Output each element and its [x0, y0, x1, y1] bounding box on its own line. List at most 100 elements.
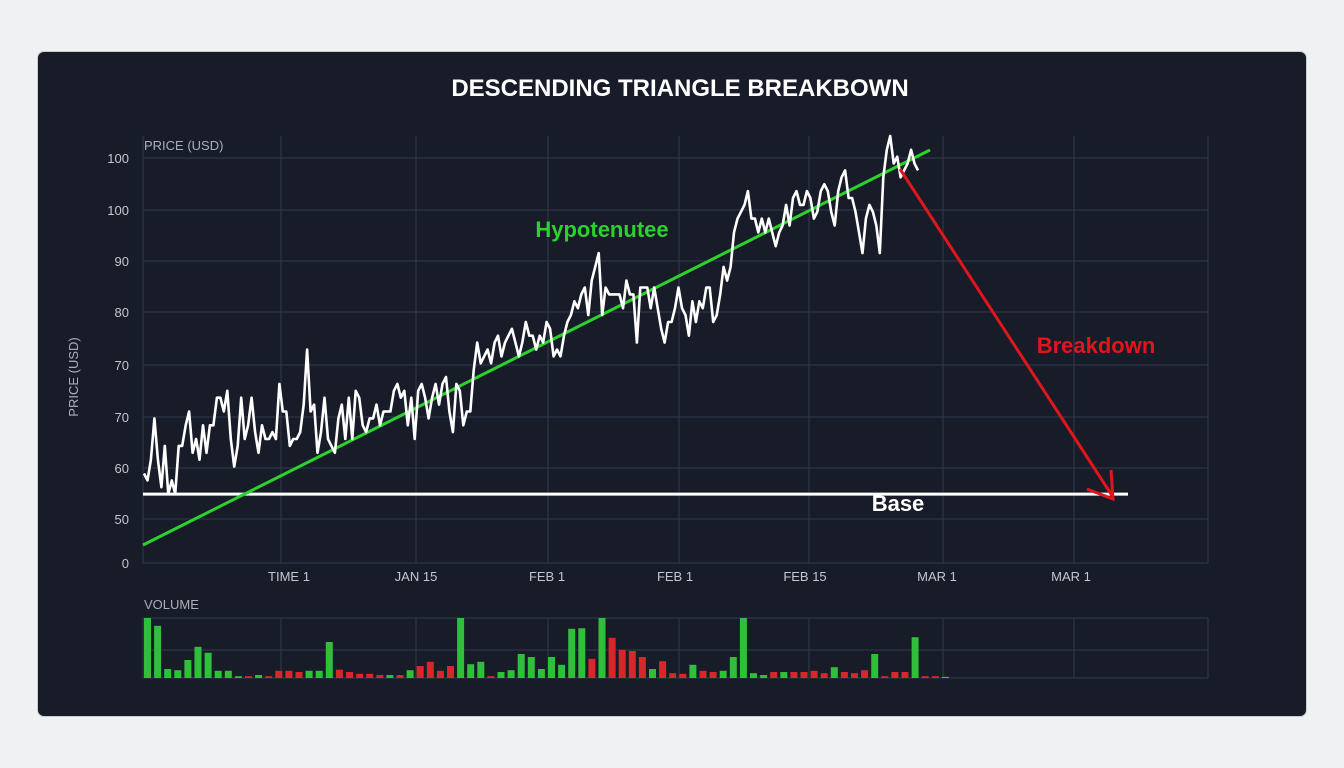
volume-bar	[588, 658, 596, 678]
volume-bar	[406, 670, 414, 678]
hypotenuse-label: Hypotenutee	[535, 217, 668, 242]
breakdown-arrow-line	[898, 168, 1115, 498]
x-tick-label: MAR 1	[917, 569, 957, 584]
volume-bar	[214, 670, 222, 678]
volume-bar	[507, 670, 515, 678]
volume-bar	[770, 672, 778, 678]
volume-bar	[315, 670, 323, 678]
volume-bar	[255, 675, 263, 678]
volume-bar	[295, 672, 303, 678]
volume-bar	[376, 675, 384, 678]
volume-bar	[477, 661, 485, 678]
volume-bar	[638, 657, 646, 678]
volume-bar	[164, 669, 172, 678]
volume-bar	[527, 657, 535, 678]
volume-bar	[750, 673, 757, 678]
volume-bar	[184, 660, 192, 678]
volume-bar	[941, 676, 949, 678]
volume-bar	[709, 672, 717, 678]
x-tick-label: TIME 1	[268, 569, 310, 584]
volume-bar	[628, 651, 636, 678]
volume-bar	[436, 670, 444, 678]
x-tick-label: FEB 1	[529, 569, 565, 584]
volume-bar	[618, 649, 626, 678]
y-tick-label: 0	[122, 556, 129, 571]
y-tick-label: 50	[115, 512, 129, 527]
y-tick-label: 80	[115, 305, 129, 320]
y-axis-top-label: PRICE (USD)	[144, 138, 223, 153]
volume-bar	[457, 618, 465, 678]
price-grid	[142, 136, 1209, 564]
volume-bar	[598, 618, 606, 678]
volume-bar	[497, 672, 505, 678]
volume-bar	[537, 669, 545, 678]
volume-bar	[739, 618, 747, 678]
y-tick-label: 90	[115, 254, 129, 269]
volume-bar	[335, 669, 343, 678]
volume-bar	[416, 666, 424, 678]
volume-bar	[194, 646, 202, 678]
x-tick-label: MAR 1	[1051, 569, 1091, 584]
volume-grid	[142, 617, 1209, 679]
chart-title: DESCENDING TRIANGLE BREAKBOWN	[451, 75, 908, 102]
x-tick-labels: TIME 1 JAN 15 FEB 1 FEB 1 FEB 15 MAR 1 MAR 1	[268, 569, 1091, 584]
x-tick-label: FEB 1	[657, 569, 693, 584]
volume-label: VOLUME	[144, 597, 199, 612]
volume-bar	[447, 666, 454, 678]
volume-bar	[245, 676, 252, 678]
volume-bar	[719, 670, 727, 678]
volume-bar	[558, 664, 566, 678]
volume-bar	[366, 673, 374, 678]
volume-bar	[346, 672, 353, 678]
volume-bar	[810, 670, 818, 678]
volume-bar	[820, 673, 828, 678]
volume-bar	[487, 676, 495, 678]
volume-bar	[679, 673, 687, 678]
y-axis-label: PRICE (USD)	[66, 337, 81, 416]
volume-bar	[224, 670, 232, 678]
volume-bar	[891, 672, 899, 678]
volume-bar	[901, 672, 909, 678]
x-tick-label: JAN 15	[395, 569, 438, 584]
price-line	[142, 134, 920, 496]
volume-bar	[608, 637, 616, 678]
y-tick-label: 100	[107, 151, 129, 166]
chart-panel: DESCENDING TRIANGLE BREAKBOWN PRICE (USD…	[38, 52, 1306, 716]
volume-bar	[760, 675, 768, 678]
volume-bar	[154, 625, 162, 678]
volume-bar	[911, 637, 919, 678]
volume-bar	[386, 675, 394, 678]
volume-bar	[396, 675, 404, 678]
volume-bar	[174, 670, 182, 678]
y-tick-label: 70	[115, 410, 129, 425]
volume-bar	[790, 672, 798, 678]
volume-bar	[275, 670, 283, 678]
volume-bar	[305, 670, 313, 678]
volume-bar	[285, 670, 293, 678]
volume-bar	[851, 673, 858, 678]
volume-bar	[517, 654, 525, 678]
y-tick-label: 60	[115, 461, 129, 476]
volume-bar	[204, 652, 212, 678]
volume-bar	[871, 654, 879, 678]
volume-bar	[578, 628, 586, 678]
volume-bar	[356, 673, 364, 678]
y-tick-label: 70	[115, 358, 129, 373]
volume-bar	[699, 670, 707, 678]
y-tick-label: 100	[107, 203, 129, 218]
volume-bar	[800, 672, 808, 678]
volume-bar	[689, 664, 697, 678]
volume-bar	[325, 642, 333, 678]
chart-svg: DESCENDING TRIANGLE BREAKBOWN PRICE (USD…	[66, 75, 1209, 679]
volume-bars	[144, 618, 949, 678]
volume-bar	[881, 676, 889, 678]
volume-bar	[426, 661, 434, 678]
breakdown-label: Breakdown	[1037, 333, 1156, 358]
volume-bar	[729, 657, 737, 678]
volume-bar	[840, 672, 848, 678]
volume-bar	[568, 628, 576, 678]
base-label: Base	[872, 491, 925, 516]
volume-bar	[548, 657, 555, 678]
volume-bar	[931, 676, 939, 678]
volume-bar	[659, 661, 667, 678]
